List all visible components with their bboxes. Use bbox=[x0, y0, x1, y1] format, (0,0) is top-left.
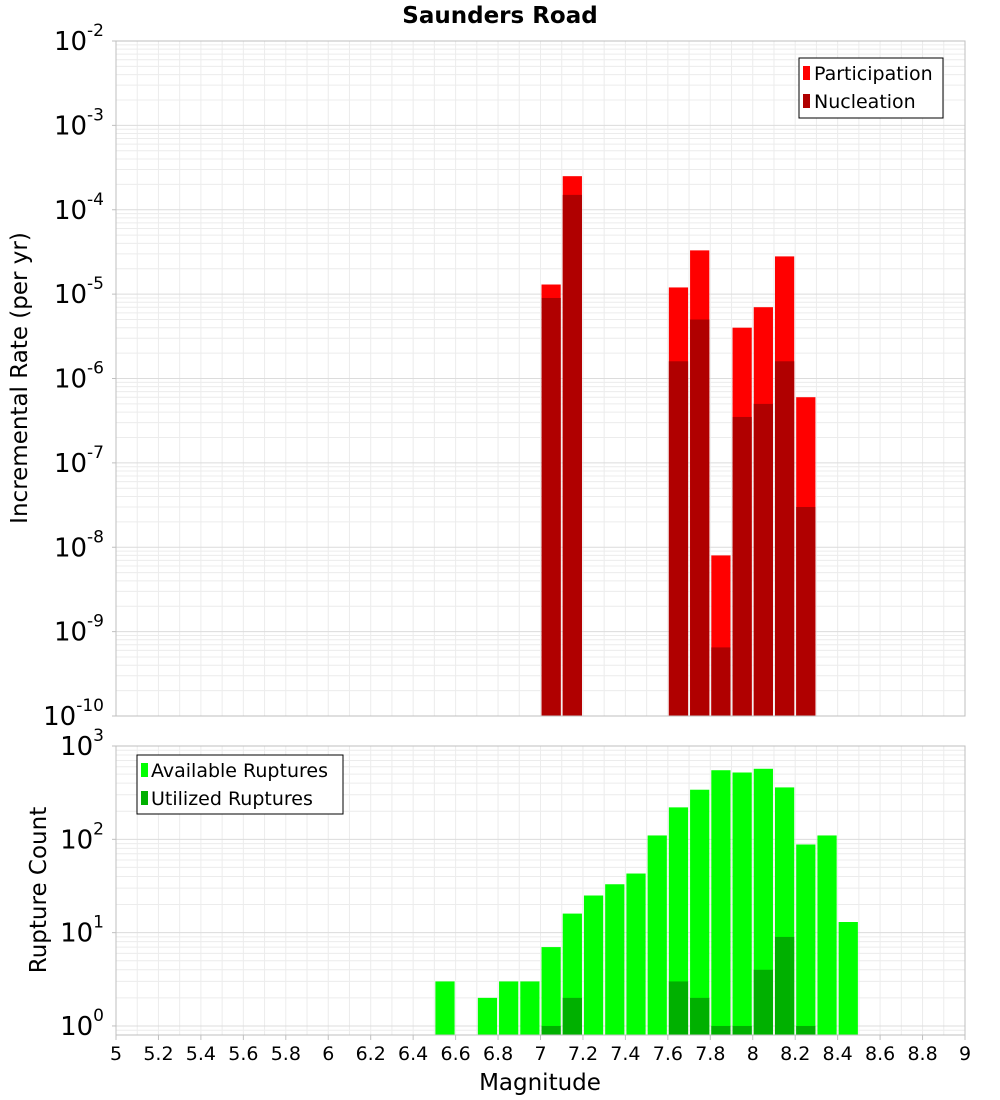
x-tick-label: 6.8 bbox=[483, 1043, 513, 1065]
bar-utilized-ruptures bbox=[774, 936, 795, 1035]
legend-label-utilized: Utilized Ruptures bbox=[151, 788, 313, 810]
legend-label-available: Available Ruptures bbox=[151, 760, 328, 782]
bar-nucleation bbox=[562, 194, 582, 716]
bar-available-ruptures bbox=[541, 947, 561, 1035]
x-tick-label: 6.6 bbox=[440, 1043, 470, 1065]
rate-bars bbox=[541, 176, 816, 717]
legend-label-nucleation: Nucleation bbox=[814, 91, 916, 113]
rate-y-tick-label: 10-9 bbox=[54, 612, 104, 648]
rate-y-tick-label: 10-8 bbox=[54, 527, 104, 563]
bar-nucleation bbox=[796, 506, 816, 716]
bar-utilized-ruptures bbox=[690, 997, 710, 1035]
bar-nucleation bbox=[541, 297, 561, 716]
legend-swatch-nucleation bbox=[803, 94, 810, 108]
bar-utilized-ruptures bbox=[668, 981, 689, 1035]
bar-available-ruptures bbox=[796, 844, 816, 1035]
x-tick-label: 7.8 bbox=[695, 1043, 725, 1065]
x-tick-label: 9 bbox=[959, 1043, 971, 1065]
bar-available-ruptures bbox=[753, 768, 773, 1035]
x-tick-label: 8 bbox=[747, 1043, 759, 1065]
rate-legend: Participation Nucleation bbox=[798, 57, 944, 119]
rate-grid bbox=[115, 41, 966, 717]
x-tick-label: 5 bbox=[110, 1043, 122, 1065]
bar-available-ruptures bbox=[647, 835, 667, 1035]
x-tick-label: 7.4 bbox=[610, 1043, 640, 1065]
count-legend-box bbox=[136, 754, 344, 815]
count-y-axis-label: Rupture Count bbox=[26, 807, 52, 973]
rate-panel: 10-10 10-9 10-8 10-7 10-6 10-5 10-4 10-3 10-2 In… bbox=[7, 21, 966, 732]
x-tick-label: 5.2 bbox=[143, 1043, 173, 1065]
magnitude-x-ticks: 5 5.2 5.4 5.6 5.8 6 6.2 6.4 6.6 6.8 7 7.2 7.4 7.6 7.8 8… bbox=[110, 1035, 971, 1065]
rate-y-tick-label: 10-7 bbox=[54, 443, 104, 479]
x-tick-label: 8.2 bbox=[780, 1043, 810, 1065]
bar-available-ruptures bbox=[520, 981, 540, 1035]
count-y-tick-label: 103 bbox=[60, 726, 104, 762]
legend-label-participation: Participation bbox=[814, 63, 933, 85]
x-tick-label: 5.8 bbox=[271, 1043, 301, 1065]
chart-title: Saunders Road bbox=[402, 3, 597, 29]
count-y-ticks: 100 101 102 103 bbox=[60, 726, 116, 1042]
bar-available-ruptures bbox=[732, 772, 752, 1035]
bar-available-ruptures bbox=[477, 997, 498, 1035]
x-tick-label: 5.4 bbox=[186, 1043, 216, 1065]
count-y-tick-label: 102 bbox=[60, 819, 104, 855]
bar-utilized-ruptures bbox=[562, 997, 582, 1035]
count-bars bbox=[435, 768, 858, 1035]
rate-legend-box bbox=[798, 57, 944, 119]
count-y-tick-label: 101 bbox=[60, 913, 104, 949]
bar-available-ruptures bbox=[668, 807, 689, 1035]
x-tick-label: 8.8 bbox=[907, 1043, 937, 1065]
rate-y-axis-label: Incremental Rate (per yr) bbox=[7, 232, 33, 524]
legend-swatch-available bbox=[141, 763, 148, 777]
bar-utilized-ruptures bbox=[796, 1025, 816, 1035]
count-panel: 100 101 102 103 5 5.2 5.4 5.6 5.8 6 6.2 6.4 6.6 6.8 7… bbox=[26, 726, 971, 1096]
bar-available-ruptures bbox=[838, 922, 858, 1035]
bar-utilized-ruptures bbox=[732, 1025, 752, 1035]
rate-y-tick-label: 10-2 bbox=[54, 21, 104, 57]
bar-utilized-ruptures bbox=[711, 1025, 731, 1035]
bar-available-ruptures bbox=[626, 873, 646, 1035]
x-tick-label: 6 bbox=[322, 1043, 334, 1065]
bar-nucleation bbox=[753, 403, 773, 716]
x-tick-label: 8.4 bbox=[823, 1043, 853, 1065]
x-tick-label: 8.6 bbox=[865, 1043, 895, 1065]
bar-utilized-ruptures bbox=[541, 1025, 561, 1035]
rate-y-tick-label: 10-4 bbox=[54, 190, 104, 226]
bar-available-ruptures bbox=[583, 895, 604, 1035]
bar-nucleation bbox=[668, 361, 689, 716]
count-y-tick-label: 100 bbox=[60, 1006, 104, 1042]
count-legend: Available Ruptures Utilized Ruptures bbox=[136, 754, 344, 815]
rate-y-tick-label: 10-10 bbox=[43, 696, 104, 732]
x-tick-label: 7 bbox=[534, 1043, 546, 1065]
x-tick-label: 5.6 bbox=[228, 1043, 258, 1065]
bar-nucleation bbox=[732, 416, 752, 716]
bar-available-ruptures bbox=[605, 884, 625, 1035]
x-tick-label: 7.2 bbox=[568, 1043, 598, 1065]
bar-available-ruptures bbox=[499, 981, 519, 1035]
bar-utilized-ruptures bbox=[753, 969, 773, 1035]
rate-y-tick-label: 10-6 bbox=[54, 359, 104, 395]
rate-y-ticks: 10-10 10-9 10-8 10-7 10-6 10-5 10-4 10-3 10-2 bbox=[43, 21, 116, 732]
x-tick-label: 6.4 bbox=[398, 1043, 428, 1065]
rate-y-tick-label: 10-5 bbox=[54, 274, 104, 310]
bar-available-ruptures bbox=[690, 789, 710, 1035]
bar-nucleation bbox=[690, 319, 710, 716]
x-axis-label: Magnitude bbox=[479, 1070, 601, 1096]
x-tick-label: 6.2 bbox=[356, 1043, 386, 1065]
legend-swatch-utilized bbox=[141, 791, 148, 805]
bar-available-ruptures bbox=[711, 770, 731, 1035]
x-tick-label: 7.6 bbox=[653, 1043, 683, 1065]
bar-nucleation bbox=[711, 647, 731, 716]
bar-available-ruptures bbox=[817, 835, 837, 1035]
rate-y-tick-label: 10-3 bbox=[54, 105, 104, 141]
bar-nucleation bbox=[774, 361, 795, 716]
legend-swatch-participation bbox=[803, 66, 810, 80]
bar-available-ruptures bbox=[435, 981, 455, 1035]
